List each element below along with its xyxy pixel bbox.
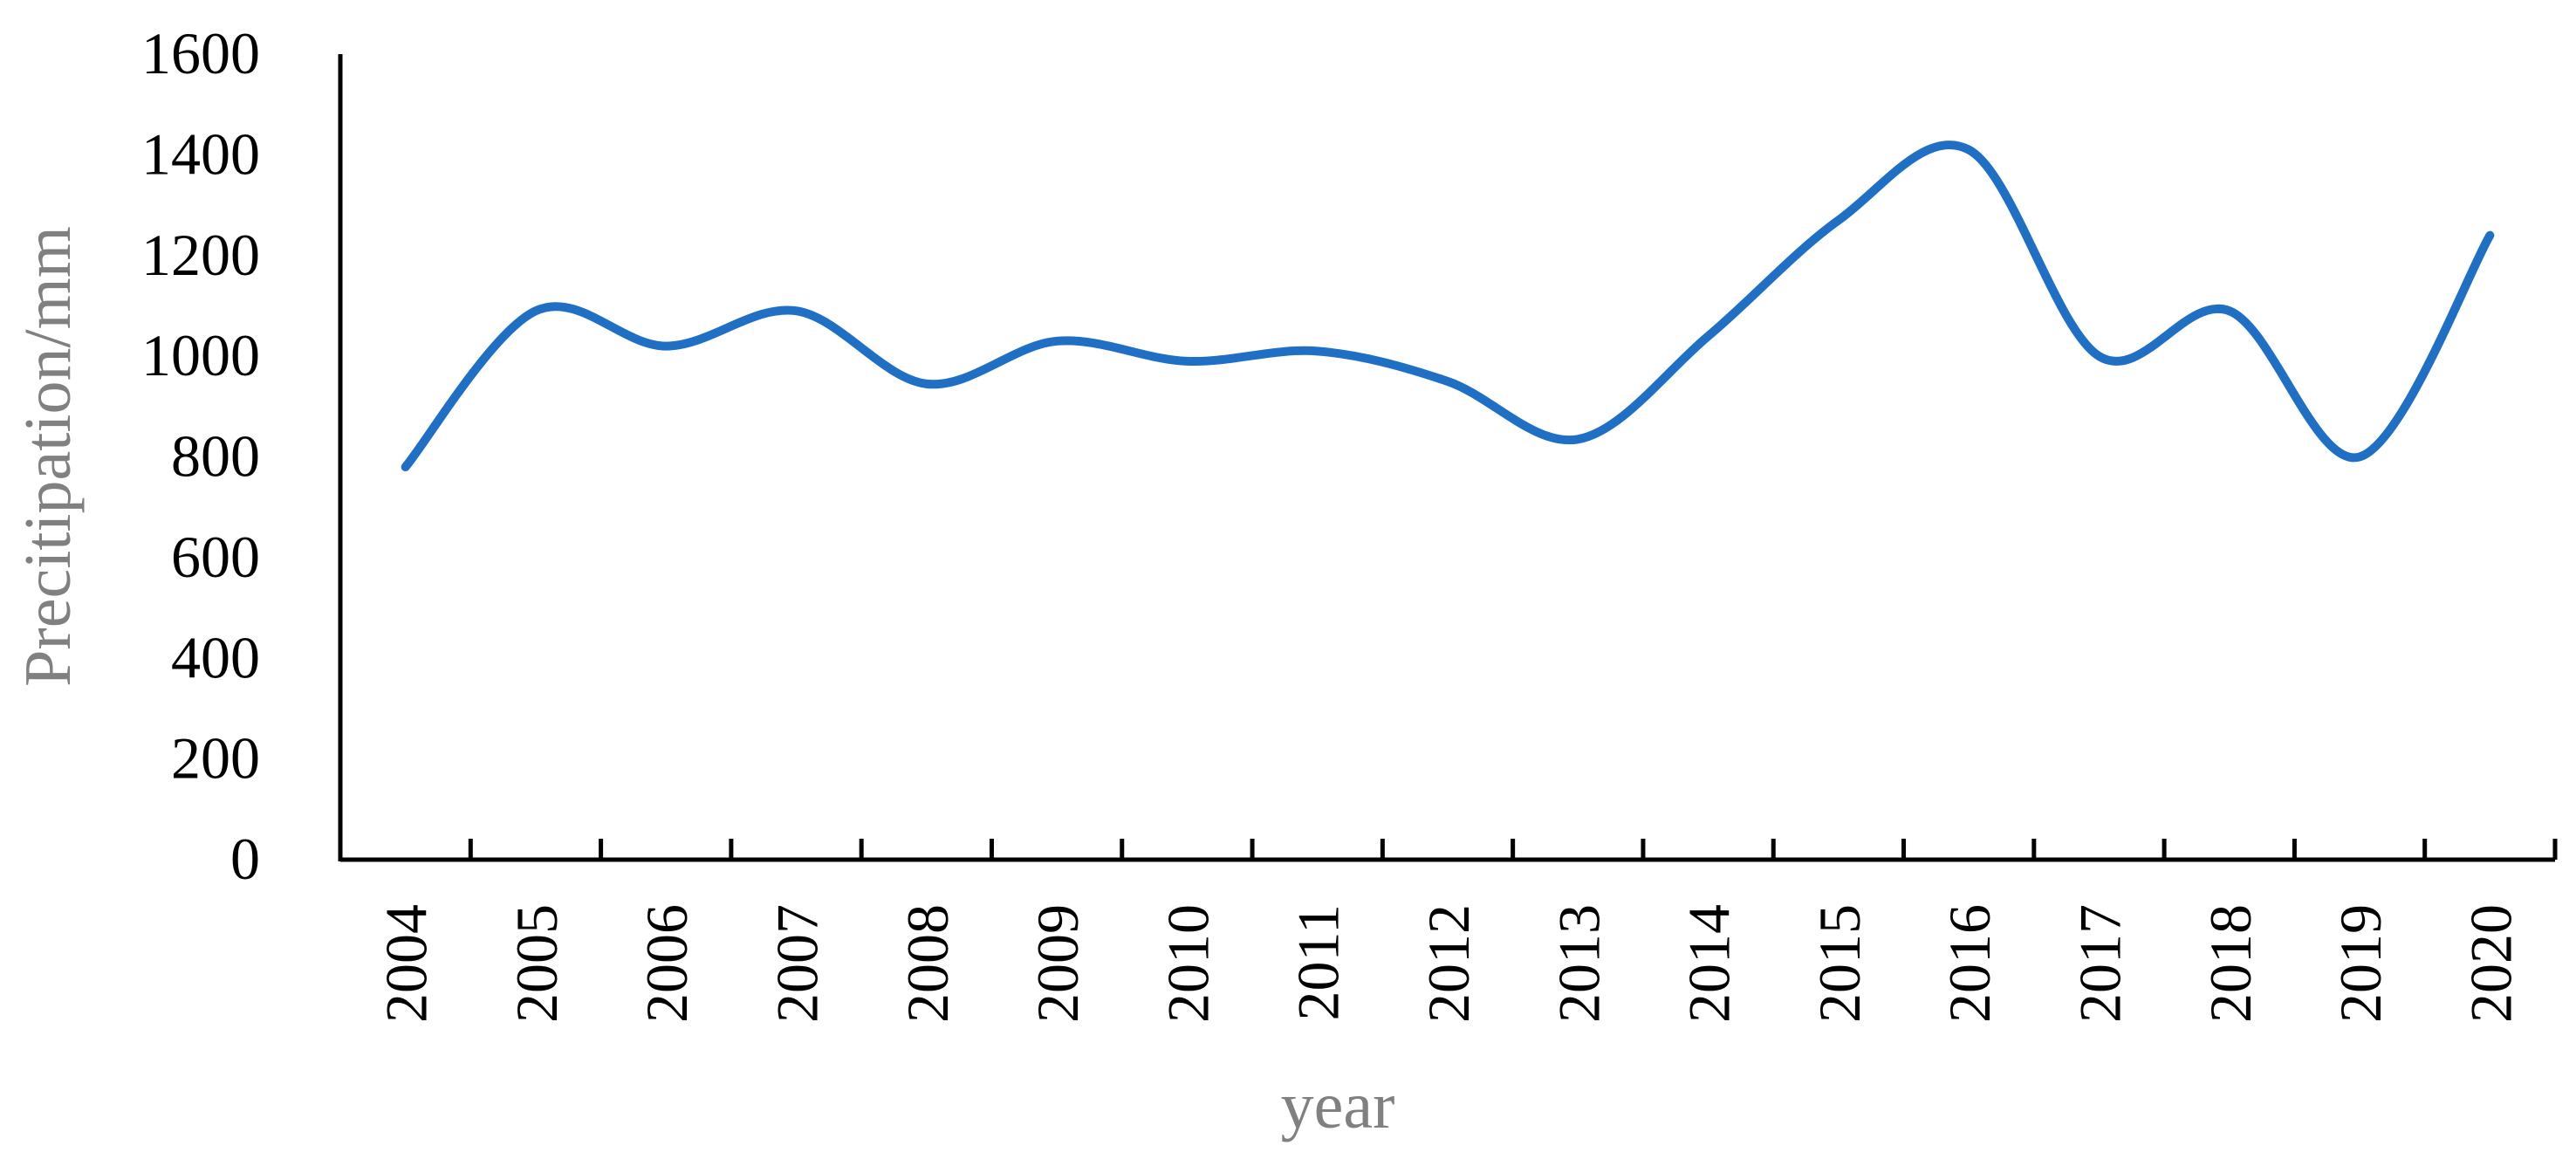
x-tick-label: 2019 <box>2327 904 2394 1023</box>
x-axis-title: year <box>1281 1069 1395 1142</box>
x-tick-label: 2008 <box>894 904 961 1023</box>
x-tick-label: 2018 <box>2197 904 2264 1023</box>
y-axis-title: Precitipation/mm <box>11 226 85 687</box>
x-tick-label: 2013 <box>1545 904 1612 1023</box>
y-tick-label: 800 <box>171 423 260 490</box>
line-series <box>401 141 2495 472</box>
x-tick-label: 2004 <box>373 904 440 1023</box>
y-tick-label: 1600 <box>141 20 260 86</box>
y-tick-label: 600 <box>171 524 260 590</box>
x-tick-label: 2016 <box>1936 904 2003 1023</box>
y-tick-label: 1200 <box>141 222 260 288</box>
x-tick-label: 2014 <box>1676 904 1743 1023</box>
x-tick-label: 2005 <box>504 904 570 1023</box>
y-tick-label: 1400 <box>141 120 260 187</box>
y-tick-label: 400 <box>171 624 260 690</box>
x-tick-label: 2012 <box>1415 904 1482 1023</box>
x-tick-label: 2010 <box>1154 904 1221 1023</box>
x-tick-label: 2006 <box>634 904 700 1023</box>
x-tick-label: 2007 <box>764 904 831 1023</box>
y-tick-label: 1000 <box>141 322 260 388</box>
y-tick-label: 200 <box>171 725 260 792</box>
x-tick-label: 2009 <box>1024 904 1091 1023</box>
x-tick-label: 2015 <box>1806 904 1873 1023</box>
x-tick-label: 2011 <box>1285 904 1352 1020</box>
y-tick-label: 0 <box>230 826 260 892</box>
x-tick-label: 2020 <box>2457 904 2524 1023</box>
x-tick-label: 2017 <box>2066 904 2133 1023</box>
